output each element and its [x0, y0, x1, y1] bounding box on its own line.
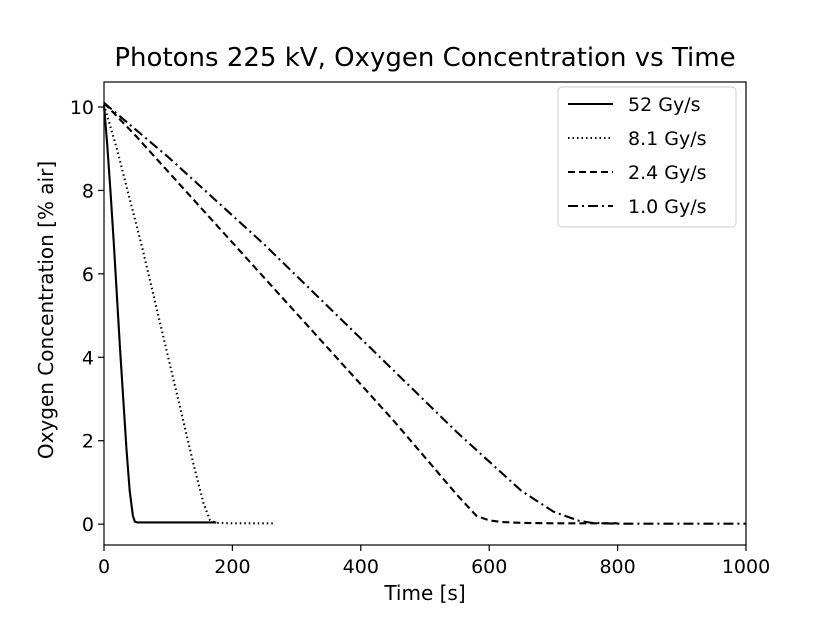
legend-label-2: 2.4 Gy/s — [628, 162, 707, 184]
x-tick-label-3: 600 — [471, 556, 507, 578]
x-tick-label-0: 0 — [98, 556, 110, 578]
series-line-1 — [102, 104, 275, 525]
y-tick-label-4: 8 — [82, 180, 94, 202]
legend-label-0: 52 Gy/s — [628, 94, 700, 116]
y-tick-label-3: 6 — [82, 264, 94, 286]
x-tick-label-2: 400 — [343, 556, 379, 578]
series-line-2 — [103, 102, 618, 525]
x-tick-label-5: 1000 — [722, 556, 770, 578]
y-axis: 0 2 4 6 8 10 — [70, 97, 104, 536]
x-axis: 0 200 400 600 800 1000 — [98, 545, 770, 578]
y-tick-label-1: 2 — [82, 431, 94, 453]
y-axis-label: Oxygen Concentration [% air] — [34, 161, 58, 459]
x-tick-label-4: 800 — [599, 556, 635, 578]
legend: 52 Gy/s 8.1 Gy/s 2.4 Gy/s 1.0 Gy/s — [557, 86, 737, 228]
series-line-0 — [102, 104, 217, 524]
y-tick-label-2: 4 — [82, 347, 94, 369]
plot-lines — [102, 102, 746, 525]
x-axis-label: Time [s] — [383, 581, 465, 605]
y-tick-label-0: 0 — [82, 514, 94, 536]
legend-label-3: 1.0 Gy/s — [628, 196, 707, 218]
legend-label-1: 8.1 Gy/s — [628, 128, 707, 150]
legend-box — [557, 86, 737, 228]
chart-title: Photons 225 kV, Oxygen Concentration vs … — [114, 43, 735, 73]
series-line-3 — [103, 102, 746, 525]
y-tick-label-5: 10 — [70, 97, 94, 119]
plot-area-frame — [103, 81, 747, 546]
x-tick-label-1: 200 — [214, 556, 250, 578]
